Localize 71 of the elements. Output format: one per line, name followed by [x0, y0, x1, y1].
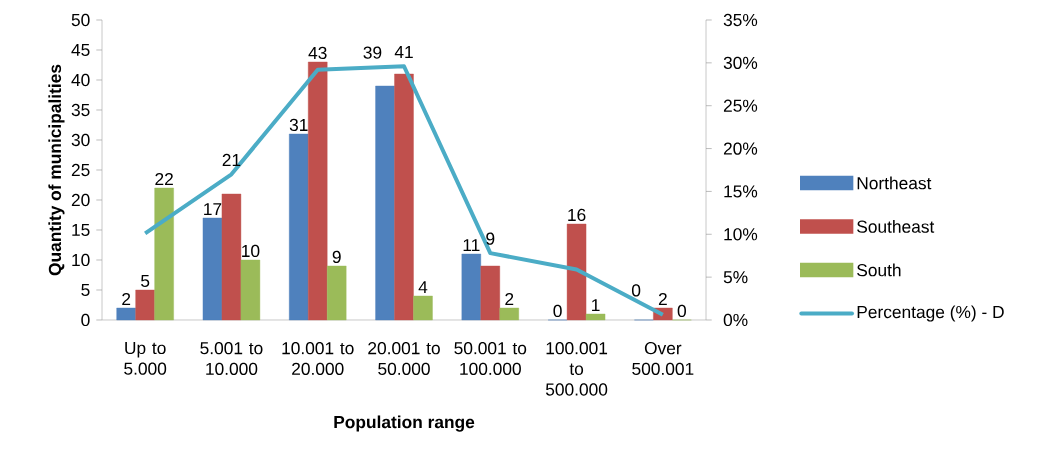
bar — [116, 307, 136, 321]
y-axis-title: Quantity of municipalities — [48, 64, 65, 276]
bar — [308, 61, 328, 321]
x-tick-label: 10.001 to 20.000 — [282, 342, 354, 375]
bar — [154, 187, 174, 321]
bar — [499, 307, 519, 321]
data-label: 5 — [141, 274, 150, 288]
data-label: 2 — [122, 292, 131, 306]
bar — [566, 223, 587, 321]
data-label: 41 — [394, 46, 413, 58]
data-label: 39 — [363, 46, 382, 59]
y-tick-label: 40 — [71, 73, 90, 87]
x-tick-label: 50.001 to 100.000 — [454, 342, 527, 375]
data-label: 9 — [486, 232, 495, 245]
data-label: 0 — [553, 304, 562, 318]
y-tick-label: 20 — [71, 193, 90, 207]
bar — [480, 265, 500, 321]
x-axis-title: Population range — [334, 415, 475, 432]
y2-tick-label: 0% — [723, 313, 748, 327]
y-tick-label: 0 — [81, 313, 90, 327]
data-label: 4 — [418, 281, 428, 294]
y2-tick-label: 15% — [724, 185, 758, 198]
line-series — [143, 64, 665, 317]
bar — [375, 85, 395, 321]
x-tick-label: 100.001 to 500.000 — [545, 342, 608, 396]
y2-tick-label: 35% — [723, 13, 758, 27]
y2-tick-label: 10% — [724, 228, 758, 241]
data-label: 2 — [505, 292, 514, 306]
bar — [461, 253, 481, 321]
x-tick-label: Over 500.001 — [632, 342, 694, 375]
legend-label: Percentage (%) - D — [857, 305, 1004, 322]
bar — [413, 295, 433, 321]
data-label: 10 — [242, 244, 260, 258]
data-label: 16 — [568, 208, 586, 222]
y-tick-label: 10 — [72, 253, 90, 267]
data-label: 17 — [204, 203, 222, 216]
x-tick-label: 5.001 to 10.000 — [200, 342, 263, 375]
data-label: 0 — [677, 304, 686, 318]
y-tick-label: 5 — [81, 283, 90, 297]
bar — [585, 313, 606, 321]
y2-tick-label: 30% — [723, 56, 758, 69]
x-tick-label: 20.001 to 50.000 — [368, 342, 440, 375]
legend-label: South — [857, 263, 901, 277]
y2-tick-label: 25% — [723, 99, 758, 112]
bar — [202, 217, 223, 321]
bar — [221, 193, 242, 321]
x-tick-label: Up to 5.000 — [124, 342, 167, 375]
y-tick-label: 50 — [71, 13, 90, 27]
data-label: 1 — [592, 299, 600, 312]
y-tick-label: 45 — [71, 43, 90, 57]
bar — [135, 289, 155, 321]
bar — [394, 73, 414, 321]
y-tick-label: 25 — [71, 163, 90, 177]
data-label: 0 — [631, 284, 641, 297]
y2-tick-label: 5% — [723, 271, 748, 284]
data-label: 31 — [289, 118, 308, 132]
bar — [327, 265, 347, 321]
data-label: 11 — [463, 239, 480, 252]
y2-tick-label: 20% — [723, 142, 758, 155]
y-tick-label: 30 — [71, 133, 90, 147]
data-label: 2 — [658, 292, 667, 306]
data-label: 9 — [332, 250, 341, 264]
data-label: 21 — [222, 153, 241, 166]
legend-label: Northeast — [857, 176, 932, 190]
y-tick-label: 15 — [72, 223, 90, 237]
bar — [240, 259, 261, 321]
y-tick-label: 35 — [71, 103, 90, 117]
legend-label: Southeast — [857, 220, 935, 233]
bar — [289, 133, 309, 321]
data-label: 43 — [308, 46, 327, 60]
data-label: 22 — [155, 172, 173, 186]
